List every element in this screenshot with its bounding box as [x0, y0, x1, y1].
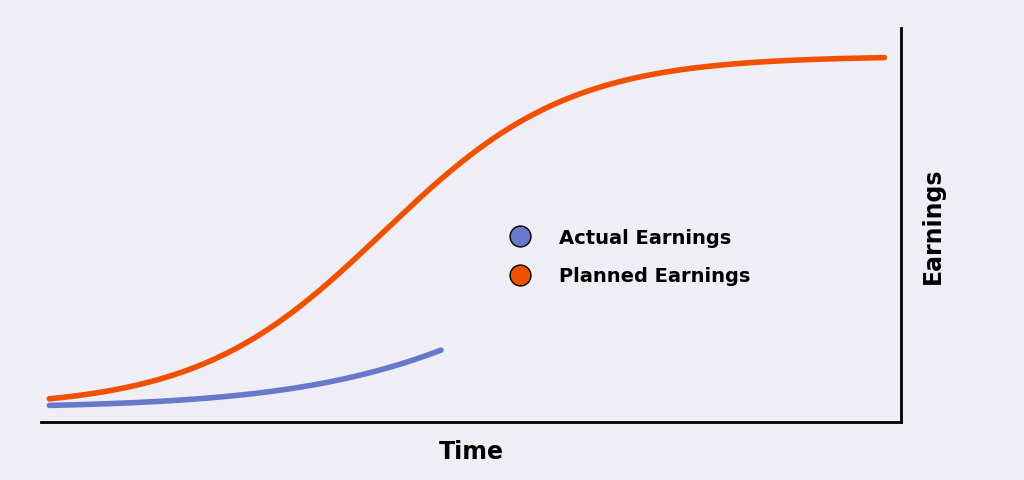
Legend: Actual Earnings, Planned Earnings: Actual Earnings, Planned Earnings — [494, 221, 759, 293]
Y-axis label: Earnings: Earnings — [921, 168, 944, 284]
X-axis label: Time: Time — [438, 439, 504, 463]
